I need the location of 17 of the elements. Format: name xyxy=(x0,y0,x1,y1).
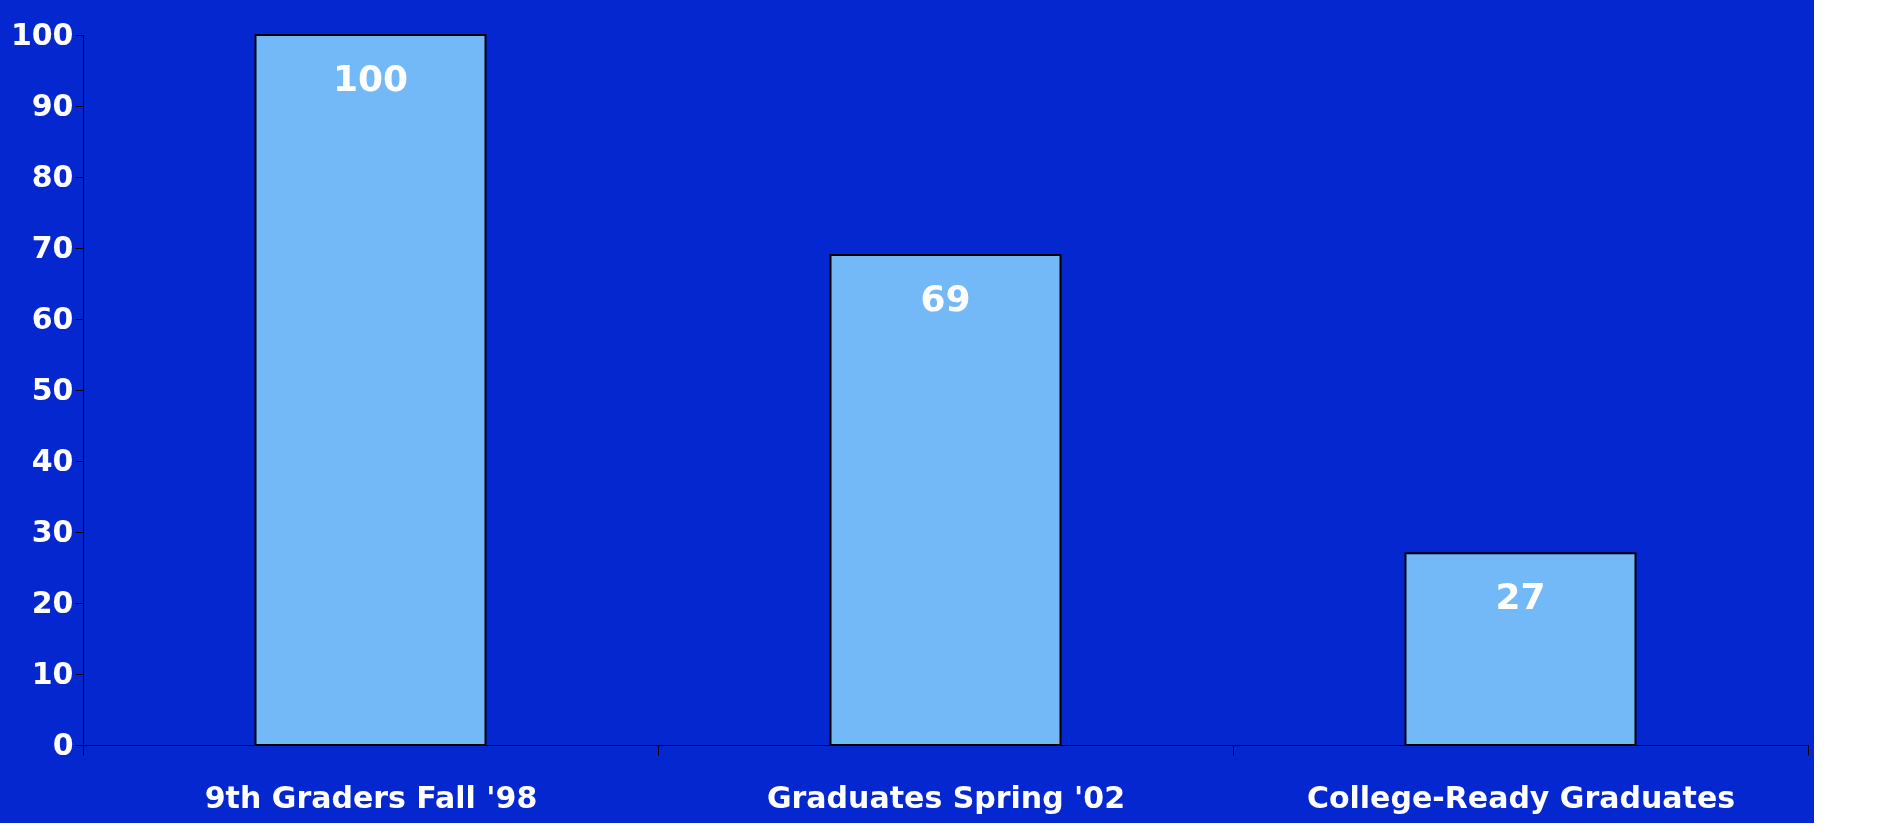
data-label: 69 xyxy=(920,278,971,320)
y-tick-label: 30 xyxy=(31,513,74,549)
y-tick-label: 60 xyxy=(31,300,74,336)
y-tick-label: 0 xyxy=(52,726,74,762)
y-tick-label: 90 xyxy=(31,87,74,123)
y-tick-label: 80 xyxy=(31,158,74,194)
data-label: 100 xyxy=(332,58,409,99)
data-label: 27 xyxy=(1495,576,1546,618)
x-tick-label: Graduates Spring '02 xyxy=(766,779,1126,815)
x-tick-label: 9th Graders Fall '98 xyxy=(204,779,538,815)
y-tick-label: 40 xyxy=(31,442,74,478)
y-tick-label: 20 xyxy=(31,584,74,620)
y-tick-label: 100 xyxy=(10,16,74,52)
y-tick-label: 50 xyxy=(31,371,74,407)
y-tick-label: 70 xyxy=(31,229,74,265)
x-tick-label: College-Ready Graduates xyxy=(1306,779,1736,815)
y-tick-label: 10 xyxy=(31,655,74,691)
